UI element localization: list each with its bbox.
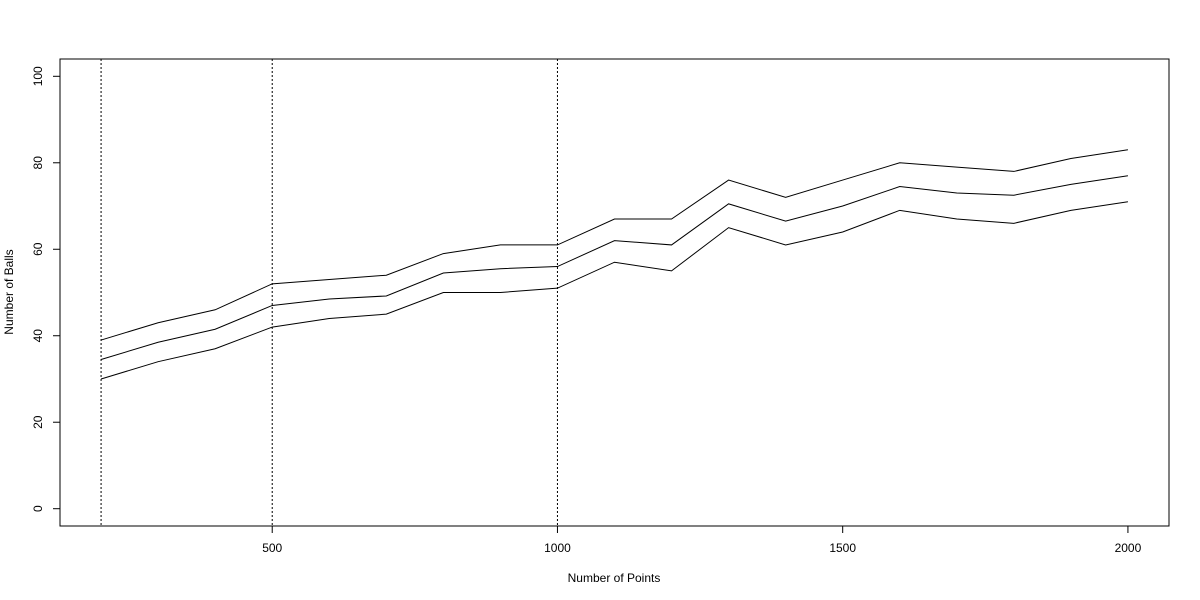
y-tick-label: 40 [31, 329, 45, 343]
y-tick-label: 80 [31, 156, 45, 170]
y-axis-label: Number of Balls [2, 249, 16, 334]
x-tick-label: 500 [262, 541, 282, 555]
x-tick-label: 1500 [829, 541, 856, 555]
x-tick-label: 2000 [1115, 541, 1142, 555]
y-tick-label: 100 [31, 66, 45, 86]
series-line [100, 175, 1129, 361]
y-tick-label: 20 [31, 415, 45, 429]
x-tick-label: 1000 [544, 541, 571, 555]
y-tick-label: 60 [31, 242, 45, 256]
plot-box [59, 58, 1170, 527]
x-axis-label: Number of Points [568, 571, 661, 585]
series-line [100, 201, 1129, 380]
y-tick-label: 0 [31, 505, 45, 512]
series-line [100, 149, 1129, 341]
